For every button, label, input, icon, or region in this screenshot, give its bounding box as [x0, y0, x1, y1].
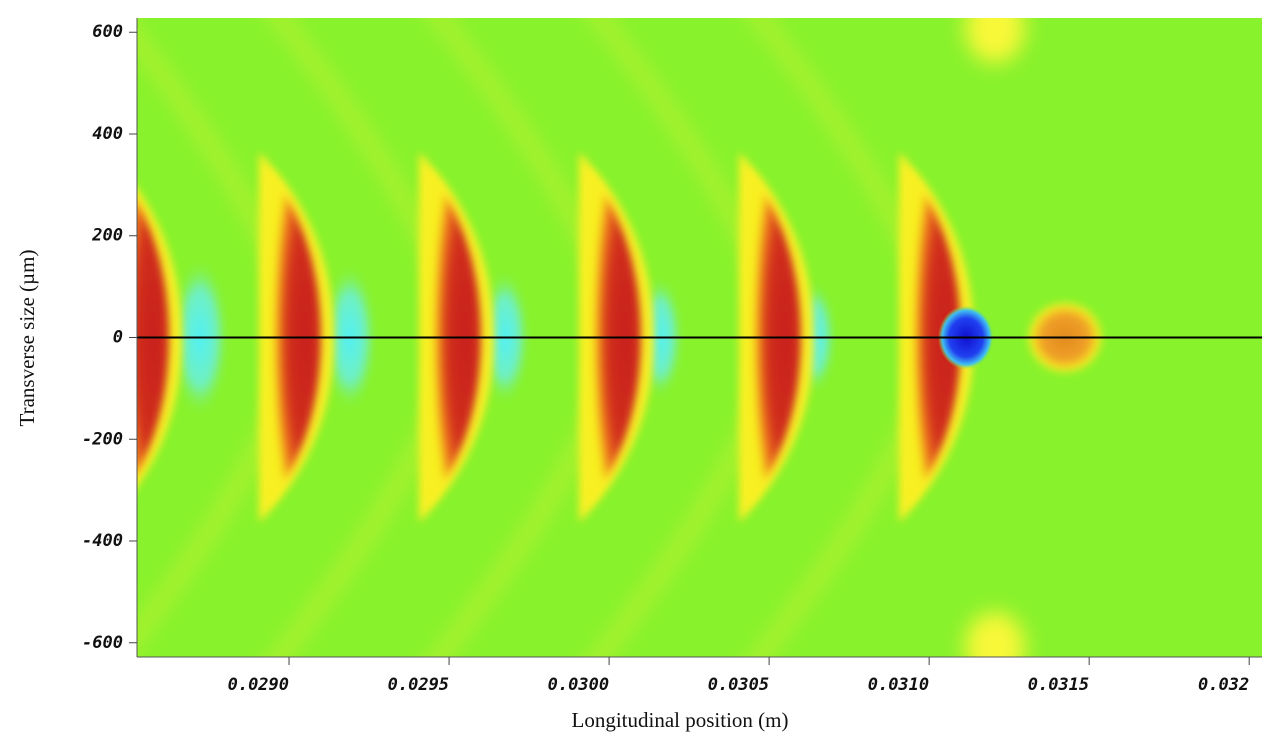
y-tick-label: -200	[82, 429, 123, 449]
y-tick-label: -600	[82, 633, 123, 653]
edge-glow	[965, 612, 1025, 657]
x-tick-label: 0.0305	[708, 675, 769, 695]
y-tick-label: 400	[92, 124, 123, 144]
y-tick-label: 200	[91, 226, 123, 246]
field	[137, 18, 1262, 657]
edge-glow	[965, 18, 1025, 63]
x-tick-label: 0.0295	[388, 675, 449, 695]
y-axis-label: Transverse size (µm)	[15, 250, 39, 427]
x-tick-label: 0.0300	[548, 675, 609, 695]
x-tick-label: 0.0310	[868, 675, 929, 695]
y-tick-label: -400	[82, 531, 123, 551]
y-tick-label: 0	[113, 328, 123, 348]
x-tick-label: 0.0315	[1028, 675, 1089, 695]
x-tick-label: 0.0290	[228, 675, 289, 695]
x-tick-label: 0.032	[1198, 675, 1249, 695]
y-tick-label: 600	[92, 22, 123, 42]
x-axis-label: Longitudinal position (m)	[572, 708, 789, 732]
axes: 0.0290 0.0295 0.0300 0.0305 0.0310 0.0315 0.03…	[82, 18, 1262, 695]
